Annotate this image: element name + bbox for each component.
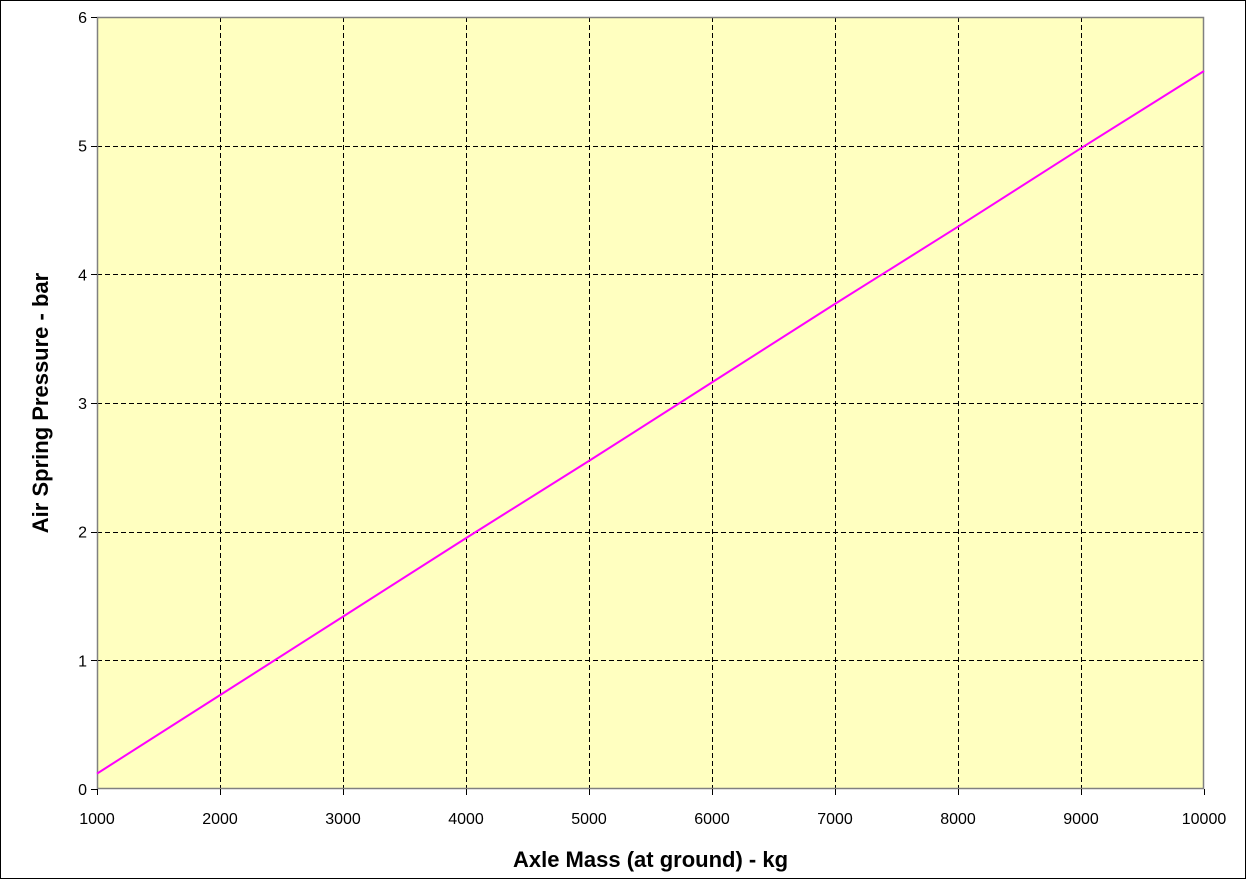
x-tick-label: 10000 bbox=[1182, 811, 1227, 828]
y-tick-label: 0 bbox=[78, 782, 87, 799]
x-tick-label: 2000 bbox=[202, 811, 238, 828]
x-tick-label: 4000 bbox=[448, 811, 484, 828]
y-tick-label: 1 bbox=[78, 653, 87, 670]
x-axis-title: Axle Mass (at ground) - kg bbox=[513, 847, 788, 872]
x-tick-label: 5000 bbox=[571, 811, 607, 828]
y-tick-label: 5 bbox=[78, 139, 87, 156]
axis-tick-marks bbox=[91, 17, 1205, 795]
x-tick-label: 3000 bbox=[325, 811, 361, 828]
y-tick-label: 4 bbox=[78, 267, 87, 284]
y-tick-label: 2 bbox=[78, 525, 87, 542]
x-tick-label: 8000 bbox=[940, 811, 976, 828]
gridlines bbox=[97, 17, 1204, 789]
y-tick-label: 6 bbox=[78, 10, 87, 27]
y-tick-label: 3 bbox=[78, 396, 87, 413]
series-line bbox=[96, 70, 1205, 775]
y-axis-tick-labels: 0 1 2 3 4 5 6 bbox=[78, 10, 87, 799]
plot-area-border bbox=[96, 16, 1205, 790]
x-axis-tick-labels: 1000 2000 3000 4000 5000 6000 7000 8000 9000 1000… bbox=[79, 811, 1226, 828]
series-layer bbox=[96, 70, 1205, 775]
x-tick-label: 7000 bbox=[817, 811, 853, 828]
x-tick-label: 1000 bbox=[79, 811, 115, 828]
y-axis-title: Air Spring Pressure - bar bbox=[28, 272, 53, 533]
x-tick-label: 9000 bbox=[1063, 811, 1099, 828]
x-tick-label: 6000 bbox=[694, 811, 730, 828]
